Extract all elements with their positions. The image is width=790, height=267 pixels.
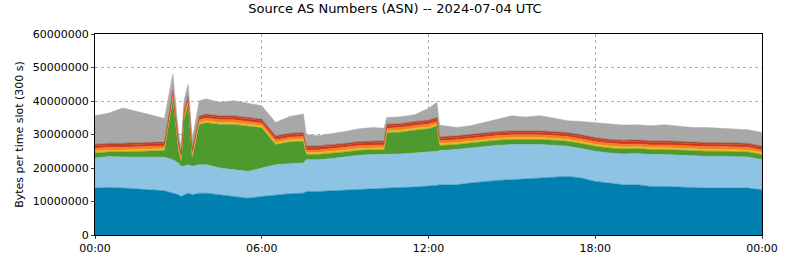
svg-text:Bytes per time slot (300 s): Bytes per time slot (300 s) [13,61,26,208]
svg-text:06:00: 06:00 [246,242,278,255]
svg-text:50000000: 50000000 [33,61,89,74]
svg-text:30000000: 30000000 [33,128,89,141]
svg-text:20000000: 20000000 [33,162,89,175]
svg-text:60000000: 60000000 [33,28,89,41]
svg-text:00:00: 00:00 [79,242,111,255]
svg-text:12:00: 12:00 [413,242,445,255]
svg-text:10000000: 10000000 [33,195,89,208]
svg-text:0: 0 [82,229,89,242]
svg-text:40000000: 40000000 [33,95,89,108]
svg-text:18:00: 18:00 [579,242,611,255]
svg-text:Source AS Numbers (ASN) -- 202: Source AS Numbers (ASN) -- 2024-07-04 UT… [248,1,541,16]
svg-text:00:00: 00:00 [746,242,778,255]
